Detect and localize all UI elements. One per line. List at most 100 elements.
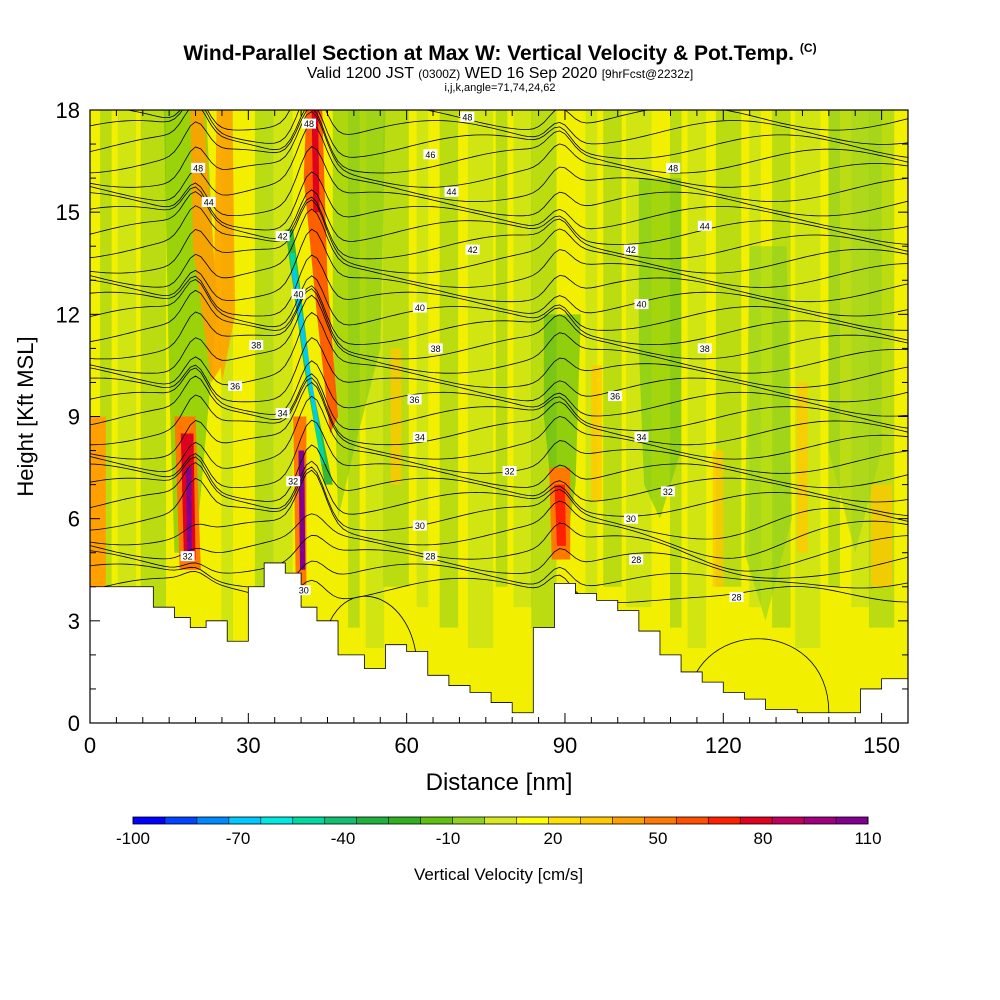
colorbar-swatch (196, 817, 230, 824)
theta-label-text: 36 (410, 395, 420, 405)
theta-contour (90, 288, 908, 360)
theta-label-bg (502, 465, 517, 476)
theta-label-bg (623, 513, 638, 524)
theta-label-bg (302, 118, 317, 129)
theta-label-text: 28 (631, 555, 641, 565)
theta-label-text: 32 (183, 552, 193, 562)
colorbar-swatch (356, 817, 390, 824)
velocity-band (267, 110, 293, 608)
theta-label-text: 44 (446, 187, 456, 197)
theta-contour (90, 360, 908, 417)
subtitle-valid-time: Valid 1200 JST (306, 65, 414, 82)
colorbar-swatch (708, 817, 741, 824)
copyright-mark: (C) (799, 41, 817, 55)
velocity-band (221, 110, 234, 649)
theta-label: 34 (634, 431, 649, 442)
theta-label-bg (180, 551, 195, 562)
theta-label: 34 (275, 408, 290, 419)
updraft-streak (190, 110, 222, 383)
theta-contour (90, 466, 908, 540)
theta-contour (90, 311, 908, 389)
theta-label: 48 (302, 118, 317, 129)
colorbar-swatch (260, 817, 294, 824)
chart-title: Wind-Parallel Section at Max W: Vertical… (0, 36, 1000, 66)
velocity-band (117, 110, 137, 608)
colorbar-swatch (164, 817, 198, 824)
theta-label: 42 (465, 244, 480, 255)
updraft-streak (871, 484, 893, 587)
theta-label-bg (634, 299, 649, 310)
theta-label: 36 (608, 391, 623, 402)
theta-label-text: 32 (288, 477, 298, 487)
theta-label: 36 (228, 380, 243, 391)
theta-contour (90, 189, 908, 245)
updraft-streak (90, 416, 106, 587)
chart-subtitle: Valid 1200 JST (0300Z) WED 16 Sep 2020 [… (0, 66, 1000, 82)
theta-label-text: 48 (462, 112, 472, 122)
x-tick-label: 150 (863, 733, 900, 758)
contour-labels: 48 44 42 40 38 36 34 32 32 30 48 48 46 44 42 40 38 36 34 32… (180, 111, 744, 602)
colorbar-swatch (420, 817, 454, 824)
subtitle-forecast: [9hrFcst@2232z] (601, 67, 694, 81)
theta-contour (90, 337, 908, 403)
theta-label: 30 (296, 585, 311, 596)
theta-label-bg (660, 486, 675, 497)
theta-label: 48 (460, 111, 475, 122)
theta-label: 40 (291, 288, 306, 299)
theta-label-text: 28 (731, 592, 741, 602)
theta-label-bg (201, 196, 216, 207)
theta-label-text: 40 (636, 300, 646, 310)
y-tick-label: 12 (56, 302, 80, 327)
theta-contour (90, 377, 908, 446)
colorbar-swatch (580, 817, 613, 824)
chart-title-block: Wind-Parallel Section at Max W: Vertical… (0, 36, 1000, 94)
theta-label-text: 30 (299, 586, 309, 596)
theta-label: 38 (249, 339, 264, 350)
colorbar-tick-label: -70 (226, 829, 251, 848)
velocity-band (416, 110, 429, 608)
theta-label-bg (465, 244, 480, 255)
colorbar-swatch (612, 817, 645, 824)
terrain-profile (89, 562, 909, 724)
y-tick-label: 3 (68, 609, 80, 634)
theta-label-text: 40 (293, 289, 303, 299)
theta-contour (90, 560, 908, 589)
theta-label: 38 (697, 343, 712, 354)
theta-label-bg (286, 476, 301, 487)
updraft-streak (554, 484, 567, 546)
theta-contour (90, 444, 908, 503)
theta-label: 34 (412, 431, 427, 442)
y-tick-label: 15 (56, 200, 80, 225)
theta-contour (90, 123, 908, 202)
theta-label-text: 44 (204, 197, 214, 207)
velocity-band (687, 110, 707, 649)
theta-label-bg (423, 551, 438, 562)
colorbar-tick-label: -100 (116, 829, 150, 848)
velocity-band (513, 110, 532, 608)
velocity-band (140, 110, 166, 628)
updraft-streak (390, 348, 402, 485)
theta-contour (90, 228, 908, 303)
theta-label-text: 42 (626, 245, 636, 255)
theta-label: 42 (623, 244, 638, 255)
colorbar-swatch (228, 817, 262, 824)
updraft-streak (311, 110, 320, 213)
theta-label: 30 (412, 520, 427, 531)
theta-label: 40 (412, 302, 427, 313)
theta-contour (90, 395, 908, 474)
theta-label-text: 44 (700, 221, 710, 231)
theta-label-bg (249, 339, 264, 350)
updraft-streak (186, 467, 192, 553)
theta-contour (90, 110, 908, 174)
theta-label-text: 34 (636, 432, 646, 442)
theta-label: 38 (428, 343, 443, 354)
theta-label-text: 42 (468, 245, 478, 255)
theta-label: 42 (275, 231, 290, 242)
colorbar-swatch (676, 817, 709, 824)
updraft-streak (303, 110, 339, 434)
theta-label-text: 42 (278, 232, 288, 242)
theta-label-text: 38 (700, 344, 710, 354)
colorbar-tick-label: 20 (544, 829, 563, 848)
theta-contour (90, 419, 908, 489)
